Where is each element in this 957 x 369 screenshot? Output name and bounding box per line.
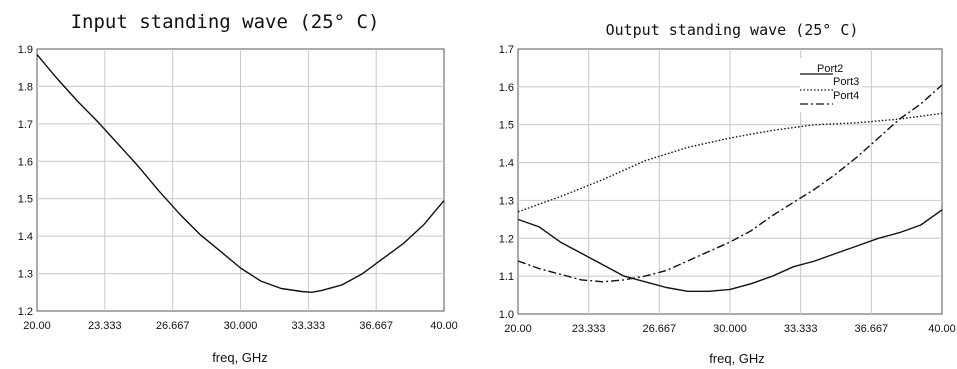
x-tick-label: 33.333: [291, 320, 325, 332]
output-standing-wave-chart: Output standing wave (25° C) 1.01.11.21.…: [499, 21, 956, 366]
series-lines: [36, 54, 445, 293]
y-tick-label: 1.2: [499, 233, 514, 245]
x-tick-label: 23.333: [88, 320, 122, 332]
x-tick-label: 26.667: [643, 323, 677, 335]
x-tick-label: 20.00: [23, 320, 51, 332]
y-tick-label: 1.6: [499, 82, 514, 94]
legend-label-port2: Port2: [817, 63, 843, 75]
y-tick-label: 1.5: [18, 194, 33, 206]
grid: [518, 49, 942, 314]
x-tick-label: 36.667: [359, 320, 393, 332]
chart-title: Input standing wave (25° C): [71, 11, 380, 33]
y-tick-label: 1.6: [18, 156, 33, 168]
legend-box: [800, 58, 862, 112]
y-tick-label: 1.5: [499, 120, 514, 132]
y-tick-label: 1.3: [18, 269, 33, 281]
x-tick-label: 30.000: [224, 320, 258, 332]
x-tick-label: 26.667: [156, 320, 190, 332]
x-axis-label: freq, GHz: [212, 350, 268, 365]
y-tick-label: 1.7: [18, 119, 33, 131]
legend-label-port3: Port3: [833, 76, 859, 88]
y-tick-label: 1.2: [18, 306, 33, 318]
y-tick-label: 1.9: [18, 44, 33, 56]
x-tick-labels: 20.00 23.333 26.667 30.000 33.333 36.667 40.00: [504, 323, 956, 335]
series-line-main: [36, 54, 445, 293]
input-standing-wave-chart: Input standing wave (25° C) 1.2 1.3 1.4 1.5…: [18, 11, 458, 365]
x-tick-label: 40.00: [928, 323, 956, 335]
x-tick-label: 33.333: [784, 323, 818, 335]
y-tick-label: 1.4: [18, 231, 33, 243]
x-tick-labels: 20.00 23.333 26.667 30.000 33.333 36.667 40.00: [23, 320, 458, 332]
legend-label-port4: Port4: [833, 90, 859, 102]
series-line-port3: [517, 112, 943, 213]
y-tick-label: 1.3: [499, 195, 514, 207]
y-tick-labels: 1.2 1.3 1.4 1.5 1.6 1.7 1.8 1.9: [18, 44, 33, 318]
y-tick-label: 1.1: [499, 271, 514, 283]
x-tick-label: 30.000: [713, 323, 747, 335]
legend: Port2 Port3 Port4: [800, 58, 862, 112]
y-tick-label: 1.4: [499, 158, 514, 170]
series-line-port2: [517, 209, 943, 292]
grid: [37, 49, 444, 311]
x-tick-label: 23.333: [572, 323, 606, 335]
x-tick-label: 20.00: [504, 323, 532, 335]
y-tick-label: 1.0: [499, 309, 514, 321]
chart-title: Output standing wave (25° C): [606, 21, 859, 39]
y-tick-label: 1.7: [499, 44, 514, 56]
series-lines: [517, 84, 943, 292]
x-tick-label: 40.00: [430, 320, 458, 332]
y-tick-labels: 1.0 1.1 1.2 1.3 1.4 1.5 1.6 1.7: [499, 44, 514, 321]
y-tick-label: 1.8: [18, 81, 33, 93]
x-tick-label: 36.667: [855, 323, 889, 335]
x-axis-label: freq, GHz: [709, 351, 765, 366]
